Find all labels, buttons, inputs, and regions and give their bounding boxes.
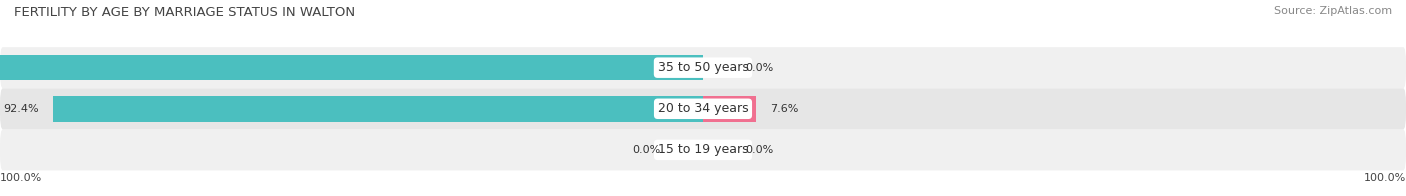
FancyBboxPatch shape — [0, 129, 1406, 171]
FancyBboxPatch shape — [0, 47, 1406, 88]
Text: 15 to 19 years: 15 to 19 years — [658, 143, 748, 156]
Text: Source: ZipAtlas.com: Source: ZipAtlas.com — [1274, 6, 1392, 16]
Text: 92.4%: 92.4% — [4, 104, 39, 114]
FancyBboxPatch shape — [0, 88, 1406, 129]
Text: 0.0%: 0.0% — [745, 63, 773, 73]
Text: 7.6%: 7.6% — [770, 104, 799, 114]
Text: 0.0%: 0.0% — [633, 145, 661, 155]
Text: 100.0%: 100.0% — [1364, 173, 1406, 183]
Text: 100.0%: 100.0% — [0, 173, 42, 183]
Text: FERTILITY BY AGE BY MARRIAGE STATUS IN WALTON: FERTILITY BY AGE BY MARRIAGE STATUS IN W… — [14, 6, 356, 19]
Text: 20 to 34 years: 20 to 34 years — [658, 102, 748, 115]
Text: 35 to 50 years: 35 to 50 years — [658, 61, 748, 74]
Bar — [0, 55, 703, 80]
Bar — [53, 96, 703, 122]
Bar — [703, 96, 756, 122]
Text: 0.0%: 0.0% — [745, 145, 773, 155]
